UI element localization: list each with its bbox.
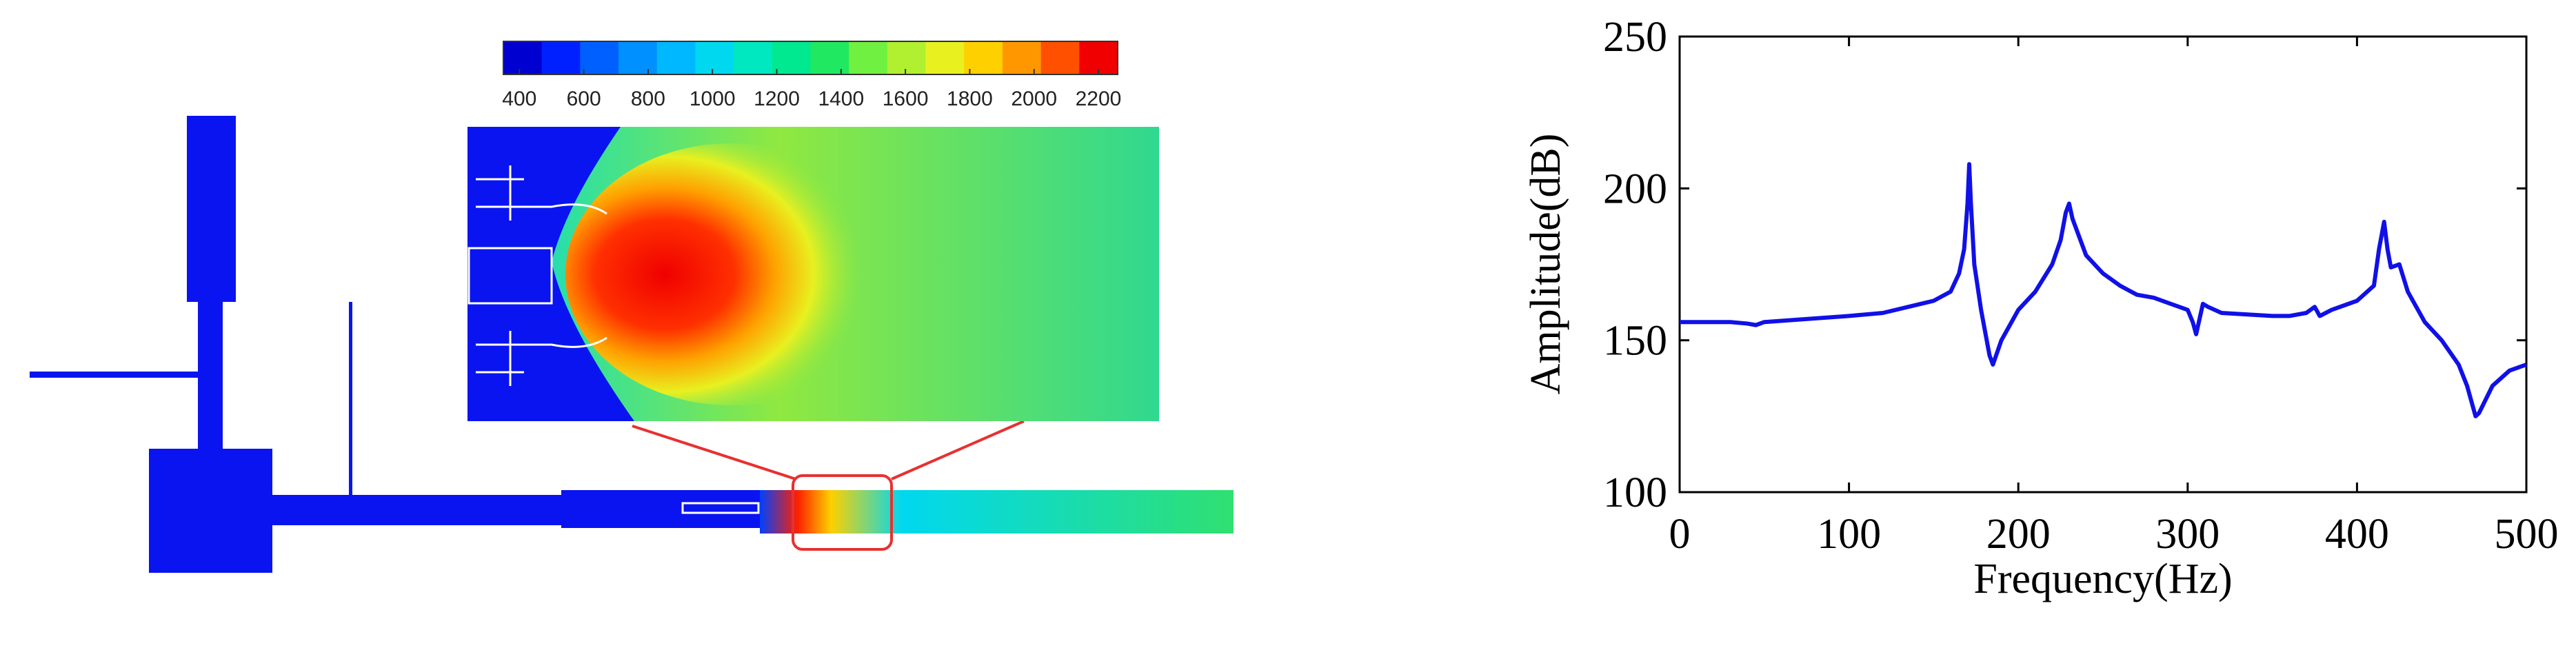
x-tick-label: 300 bbox=[2155, 511, 2220, 558]
colorbar-tick-label: 800 bbox=[631, 88, 665, 110]
x-axis-label: Frequency(Hz) bbox=[1973, 556, 2232, 602]
colorbar-swatch bbox=[503, 41, 543, 74]
colorbar-tick-label: 400 bbox=[502, 88, 536, 110]
colorbar-tick-label: 1400 bbox=[818, 88, 864, 110]
colorbar-swatch bbox=[695, 41, 734, 74]
line-chart: Frequency(Hz) Amplitude(dB) 0 100 200 300 40… bbox=[1522, 14, 2559, 602]
colorbar-tick-label: 1200 bbox=[754, 88, 800, 110]
colorbar-tick-label: 1800 bbox=[947, 88, 993, 110]
y-tick-label: 250 bbox=[1603, 14, 1667, 61]
x-tick-label: 100 bbox=[1817, 511, 1881, 558]
contour-inset bbox=[467, 127, 1159, 421]
colorbar-swatch bbox=[887, 41, 927, 74]
x-tick-label: 500 bbox=[2495, 511, 2559, 558]
data-line bbox=[1680, 162, 2528, 418]
colorbar-swatch bbox=[964, 41, 1003, 74]
colorbar-swatch bbox=[1040, 41, 1080, 74]
plot-frame bbox=[1678, 35, 2528, 494]
y-tick-label: 100 bbox=[1603, 469, 1667, 516]
colorbar-swatch bbox=[810, 41, 849, 74]
y-tick-label: 150 bbox=[1603, 318, 1667, 365]
colorbar-swatch bbox=[618, 41, 658, 74]
colorbar-swatch bbox=[849, 41, 888, 74]
colorbar-tick-label: 1000 bbox=[690, 88, 736, 110]
colorbar-frame bbox=[503, 41, 1118, 75]
colorbar-swatch bbox=[734, 41, 773, 74]
colorbar-tick-label: 600 bbox=[567, 88, 601, 110]
x-tick-label: 200 bbox=[1986, 511, 2051, 558]
colorbar-swatch bbox=[1002, 41, 1042, 74]
y-tick-label: 200 bbox=[1603, 165, 1667, 212]
colorbar-swatch bbox=[580, 41, 619, 74]
colorbar-tick-label: 2000 bbox=[1011, 88, 1057, 110]
geometry bbox=[30, 116, 1234, 573]
colorbar: 400 600 800 1000 1200 1400 1600 1800 2000 2200 bbox=[502, 41, 1121, 110]
colorbar-swatch bbox=[541, 41, 581, 74]
colorbar-swatch bbox=[772, 41, 811, 74]
colorbar-tick-label: 1600 bbox=[883, 88, 929, 110]
x-tick-label: 400 bbox=[2325, 511, 2389, 558]
colorbar-swatch bbox=[925, 41, 965, 74]
colorbar-tick-label: 2200 bbox=[1076, 88, 1122, 110]
x-tick-label: 0 bbox=[1669, 511, 1691, 558]
y-axis-label: Amplitude(dB) bbox=[1522, 134, 1569, 395]
colorbar-swatch bbox=[656, 41, 696, 74]
